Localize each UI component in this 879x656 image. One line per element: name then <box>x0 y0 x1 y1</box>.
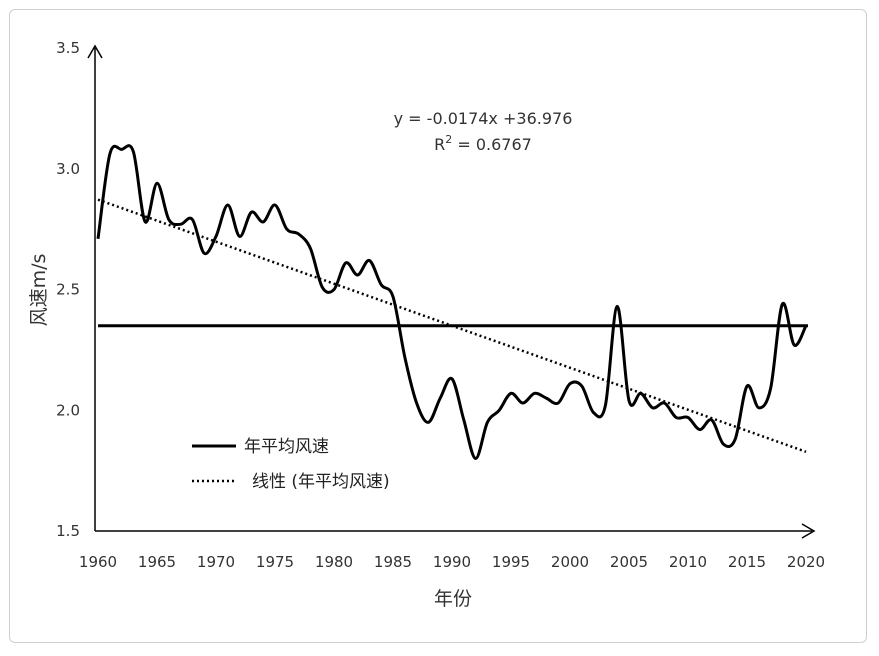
y-axis-title: 风速m/s <box>28 254 50 327</box>
annual-wind-speed-line <box>96 144 808 461</box>
r-squared: R2 = 0.6767 <box>434 133 532 154</box>
x-tick-label: 1990 <box>433 553 471 571</box>
x-tick-label: 2020 <box>787 553 825 571</box>
trend-line <box>97 198 807 453</box>
x-tick-label: 2015 <box>728 553 766 571</box>
y-axis-arrow <box>87 44 103 59</box>
y-tick-label: 1.5 <box>56 522 80 540</box>
x-tick-label: 1995 <box>492 553 530 571</box>
y-tick-labels: 1.5 2.0 2.5 3.0 3.5 <box>56 39 80 540</box>
y-tick-label: 2.0 <box>56 401 80 419</box>
x-tick-label: 1970 <box>197 553 235 571</box>
regression-equation: y = -0.0174x +36.976 <box>394 109 573 128</box>
y-tick-label: 3.0 <box>56 160 80 178</box>
legend: 年平均风速 线性 (年平均风速) <box>192 437 390 492</box>
legend-label-linear: 线性 (年平均风速) <box>252 472 390 492</box>
x-axis-arrow <box>801 523 816 539</box>
x-tick-label: 1965 <box>138 553 176 571</box>
y-tick-label: 2.5 <box>56 281 80 299</box>
x-axis-title: 年份 <box>434 588 472 610</box>
plot-area <box>96 144 808 461</box>
x-tick-label: 1960 <box>79 553 117 571</box>
x-tick-label: 2000 <box>551 553 589 571</box>
y-tick-label: 3.5 <box>56 39 80 57</box>
x-tick-label: 1975 <box>256 553 294 571</box>
x-tick-label: 1980 <box>315 553 353 571</box>
x-tick-label: 2005 <box>610 553 648 571</box>
x-tick-label: 2010 <box>669 553 707 571</box>
legend-label-annual: 年平均风速 <box>244 437 329 457</box>
x-tick-labels: 1960 1965 1970 1975 1980 1985 1990 1995 2000 2005… <box>79 553 825 571</box>
x-tick-label: 1985 <box>374 553 412 571</box>
